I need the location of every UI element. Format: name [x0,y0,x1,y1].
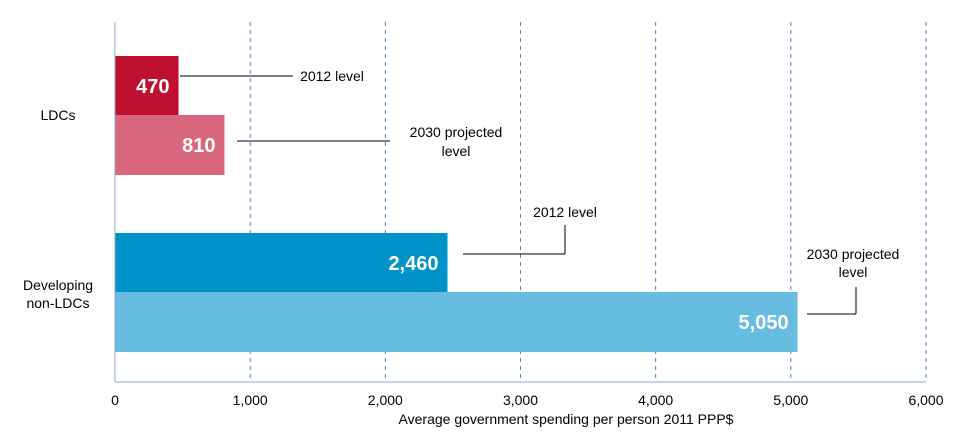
axes [114,22,926,383]
data-label: 470 [136,76,169,98]
annotation-label: 2030 projected [807,246,900,262]
bar [115,233,448,293]
x-tick-label: 1,000 [233,392,268,408]
annotation-label: 2030 projected [410,124,503,140]
x-tick-label: 6,000 [908,392,943,408]
annotation-label: 2012 level [533,204,597,220]
annotations: 2012 level 2030 projected level 2012 level 2… [180,68,900,315]
data-label: 810 [182,135,215,157]
x-tick-label: 2,000 [368,392,403,408]
data-label: 2,460 [388,253,438,275]
x-axis-title: Average government spending per person 2… [399,411,734,427]
bars [115,56,798,352]
bar [115,115,225,175]
bar [115,56,179,116]
data-label: 5,050 [739,312,789,334]
x-tick-label: 4,000 [638,392,673,408]
labels: 0 1,000 2,000 3,000 4,000 5,000 6,000 470 2,460 8… [23,76,944,408]
x-tick-label: 5,000 [773,392,808,408]
bar [115,292,798,352]
annotation-label: 2012 level [300,68,364,84]
x-tick-label: 3,000 [503,392,538,408]
x-tick-label: 0 [111,392,119,408]
category-label: non-LDCs [26,295,89,311]
category-label: LDCs [40,107,75,123]
annotation-label: level [442,143,471,159]
category-label: Developing [23,277,93,293]
annotation-label: level [839,264,868,280]
